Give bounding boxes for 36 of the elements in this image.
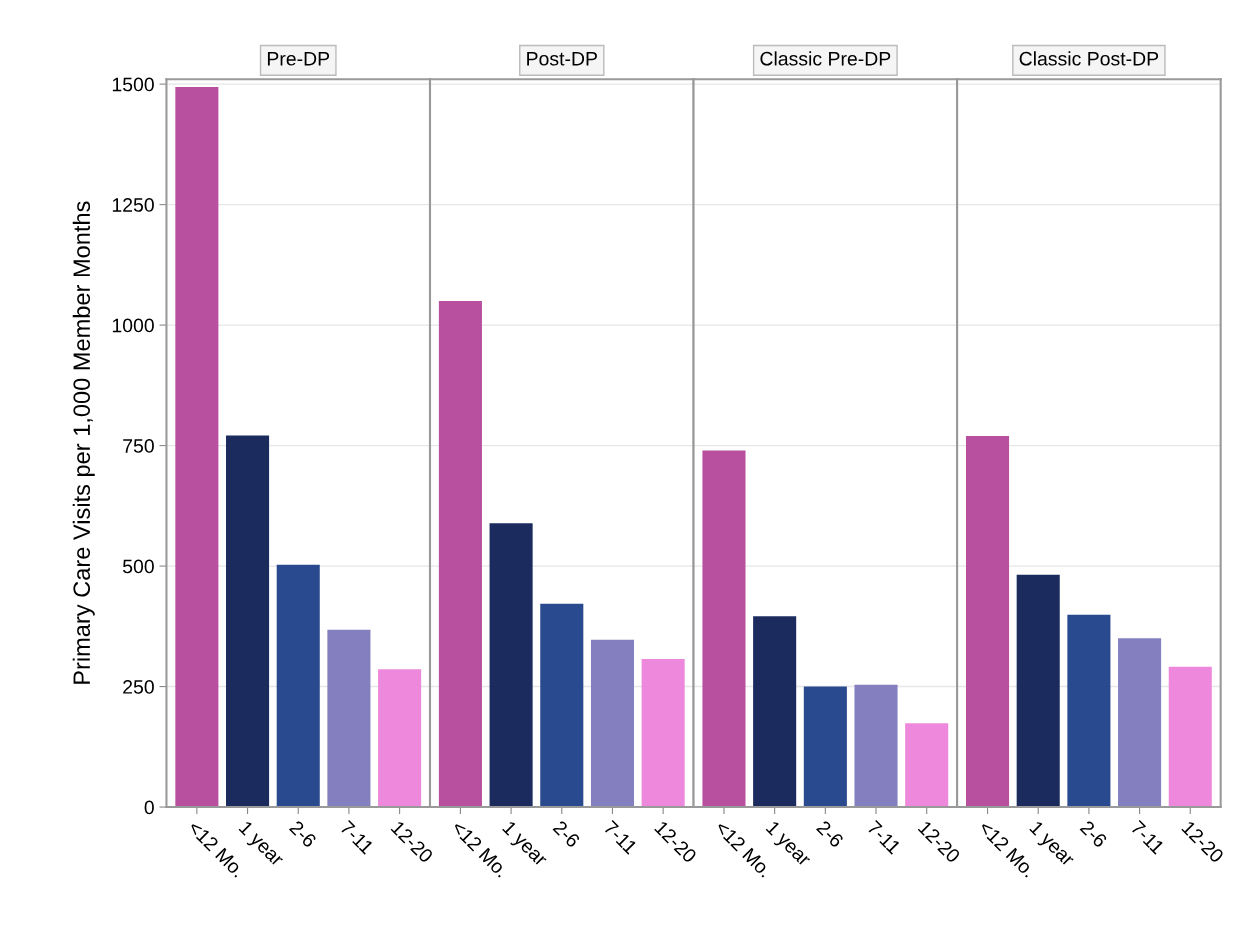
y-tick-label: 0 — [144, 800, 154, 815]
bar — [590, 639, 635, 808]
x-tick-label: 2-6 — [552, 819, 581, 849]
y-tick-label: 1000 — [112, 318, 154, 333]
chart-title: Post-DP — [527, 52, 597, 66]
chart-title: Classic Post-DP — [1019, 51, 1159, 66]
bar — [1168, 666, 1212, 808]
chart-title: Pre-DP — [267, 52, 330, 66]
bar — [854, 684, 898, 808]
bar — [753, 616, 797, 808]
bar — [175, 87, 219, 808]
x-tick-label: 2-6 — [815, 819, 845, 849]
y-axis-title: Primary Care Visits per 1,000 Member Months — [72, 201, 95, 684]
bar — [803, 686, 847, 808]
bar — [540, 603, 584, 808]
bar — [1067, 614, 1111, 808]
y-tick-label: 500 — [122, 559, 154, 574]
bar — [226, 435, 270, 808]
bar — [1016, 574, 1060, 808]
x-tick-label: 2-6 — [1079, 819, 1108, 849]
bar — [1118, 638, 1162, 808]
bar — [489, 523, 533, 808]
bar — [327, 629, 371, 808]
y-tick-label: 250 — [123, 680, 154, 694]
x-tick-label: 2-6 — [288, 819, 318, 849]
y-tick-label: 1500 — [112, 77, 154, 92]
bar — [965, 435, 1010, 808]
y-tick-label: 1250 — [112, 198, 154, 212]
bar — [378, 669, 422, 808]
bar — [905, 723, 949, 808]
chart-title: Classic Pre-DP — [760, 51, 891, 66]
bar — [438, 301, 482, 808]
bar — [702, 450, 746, 808]
y-tick-label: 750 — [123, 439, 154, 453]
bar — [641, 659, 685, 808]
bar — [276, 564, 320, 808]
